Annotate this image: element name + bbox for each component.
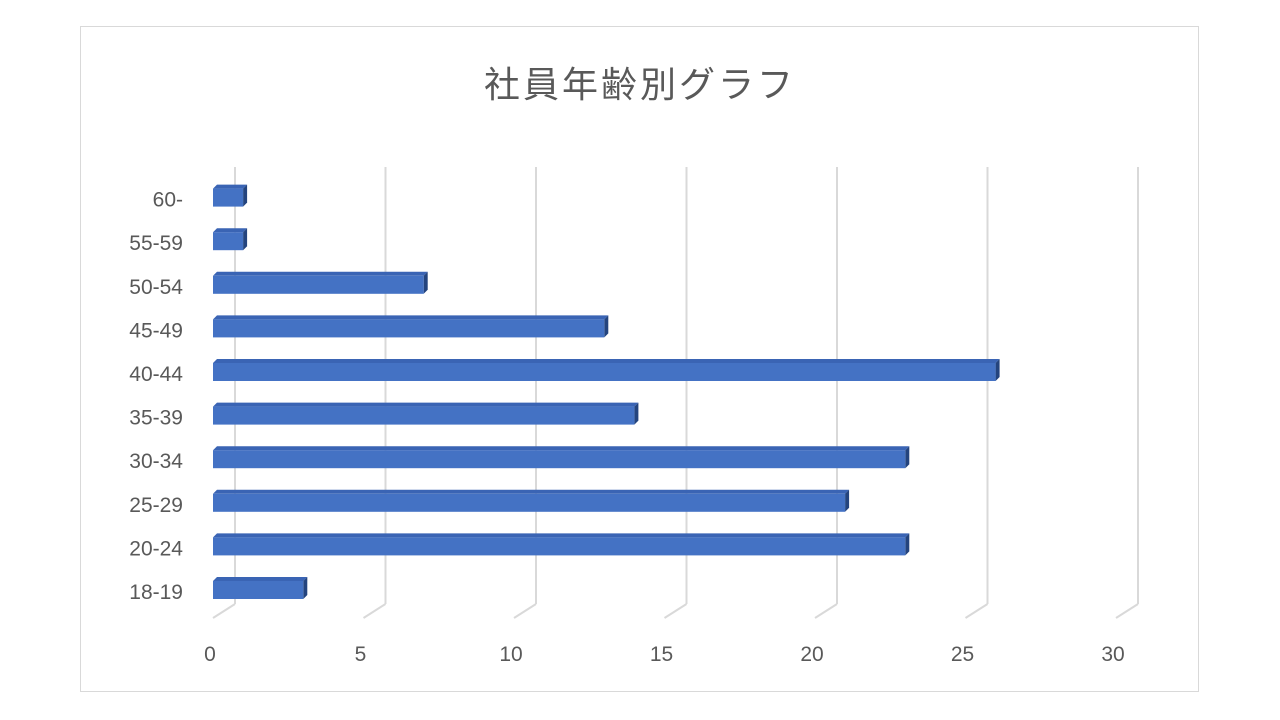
bar-55-59-top	[213, 228, 248, 233]
bar-45-49	[213, 315, 609, 338]
bar-20-24	[213, 533, 910, 556]
bar-20-24-side	[905, 533, 910, 556]
category-label-20-24: 20-24	[129, 537, 183, 560]
bar-30-34-side	[905, 446, 910, 469]
bar-30-34	[213, 446, 910, 469]
bar-45-49-top	[213, 315, 609, 320]
gridline-0-floor	[212, 603, 236, 619]
bar-25-29	[213, 489, 850, 512]
value-tick-label-20: 20	[800, 643, 823, 666]
value-tick-label-5: 5	[355, 643, 367, 666]
bar-60	[213, 184, 248, 207]
bar-25-29-top	[213, 489, 850, 494]
bar-45-49-side	[604, 315, 609, 338]
bar-55-59-side	[243, 228, 248, 251]
gridline-20-floor	[814, 603, 838, 619]
bar-35-39-front	[213, 406, 635, 425]
gridline-5-floor	[362, 603, 387, 619]
bar-50-54-front	[213, 275, 424, 294]
bar-45-49-front	[213, 319, 605, 338]
bar-25-29-side	[845, 489, 850, 512]
bar-18-19-side	[303, 577, 308, 599]
bar-50-54	[213, 271, 428, 294]
bar-60-side	[243, 184, 248, 207]
category-label-40-44: 40-44	[129, 363, 183, 386]
gridline-25-floor	[964, 603, 989, 619]
bar-60-top	[213, 184, 248, 189]
category-label-18-19: 18-19	[129, 581, 183, 604]
bar-50-54-side	[423, 271, 428, 294]
bar-55-59-front	[213, 232, 244, 251]
bar-40-44-top	[213, 359, 1000, 363]
category-label-35-39: 35-39	[129, 407, 183, 430]
value-tick-label-15: 15	[650, 643, 673, 666]
bar-60-front	[213, 188, 244, 207]
chart-title: 社員年齢別グラフ	[483, 65, 796, 106]
bar-35-39-side	[634, 402, 639, 425]
bar-18-19-front	[213, 581, 304, 599]
category-label-25-29: 25-29	[129, 494, 183, 517]
bar-25-29-front	[213, 493, 846, 512]
category-axis-labels: 18-19 20-24 25-29 30-34 35-39 40-44 45-49 50-54…	[129, 189, 183, 604]
bars	[213, 184, 1000, 599]
value-tick-label-10: 10	[499, 643, 522, 666]
value-tick-label-0: 0	[204, 643, 216, 666]
value-tick-label-30: 30	[1101, 643, 1124, 666]
category-label-50-54: 50-54	[129, 276, 183, 299]
gridlines	[212, 167, 1139, 619]
bar-40-44-front	[213, 363, 996, 381]
gridline-15-floor	[663, 603, 688, 619]
value-axis-labels: 0 5 10 15 20 25 30	[204, 643, 1125, 666]
bar-40-44-side	[995, 359, 1000, 381]
bar-35-39	[213, 402, 639, 425]
bar-35-39-top	[213, 402, 639, 407]
gridline-30-floor	[1115, 603, 1139, 619]
category-label-55-59: 55-59	[129, 232, 183, 255]
bar-55-59	[213, 228, 248, 251]
gridline-10-floor	[513, 603, 537, 619]
category-label-30-34: 30-34	[129, 450, 183, 473]
category-label-60: 60-	[153, 189, 183, 212]
bar-30-34-front	[213, 450, 906, 469]
bar-20-24-front	[213, 537, 906, 556]
bar-50-54-top	[213, 271, 428, 276]
bar-20-24-top	[213, 533, 910, 538]
value-tick-label-25: 25	[951, 643, 974, 666]
bar-18-19-top	[213, 577, 308, 581]
category-label-45-49: 45-49	[129, 319, 183, 342]
bar-40-44	[213, 359, 1000, 381]
bar-30-34-top	[213, 446, 910, 451]
bar-18-19	[213, 577, 308, 599]
